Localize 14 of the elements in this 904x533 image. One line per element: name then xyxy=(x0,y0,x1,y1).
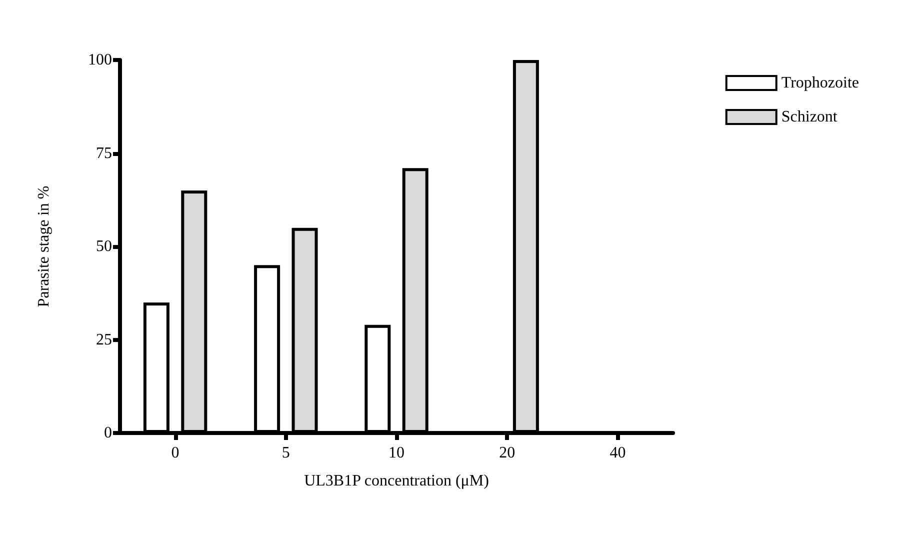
x-axis-title: UL3B1P concentration (μM) xyxy=(304,472,489,490)
y-tick-label: 75 xyxy=(96,144,112,162)
x-tick-label: 5 xyxy=(282,444,290,462)
x-tick-label: 0 xyxy=(171,444,180,462)
x-tick-label: 40 xyxy=(610,444,626,462)
x-tick-label: 20 xyxy=(499,444,516,462)
y-tick-label: 25 xyxy=(96,331,112,348)
y-tick-label: 0 xyxy=(104,424,112,442)
y-axis-title: Parasite stage in % xyxy=(36,186,52,308)
legend-label: Schizont xyxy=(781,108,838,126)
x-tick-label: 10 xyxy=(388,444,404,462)
y-tick-label: 100 xyxy=(88,52,112,68)
y-tick-label: 50 xyxy=(96,238,112,255)
legend-label: Trophozoite xyxy=(781,74,860,92)
